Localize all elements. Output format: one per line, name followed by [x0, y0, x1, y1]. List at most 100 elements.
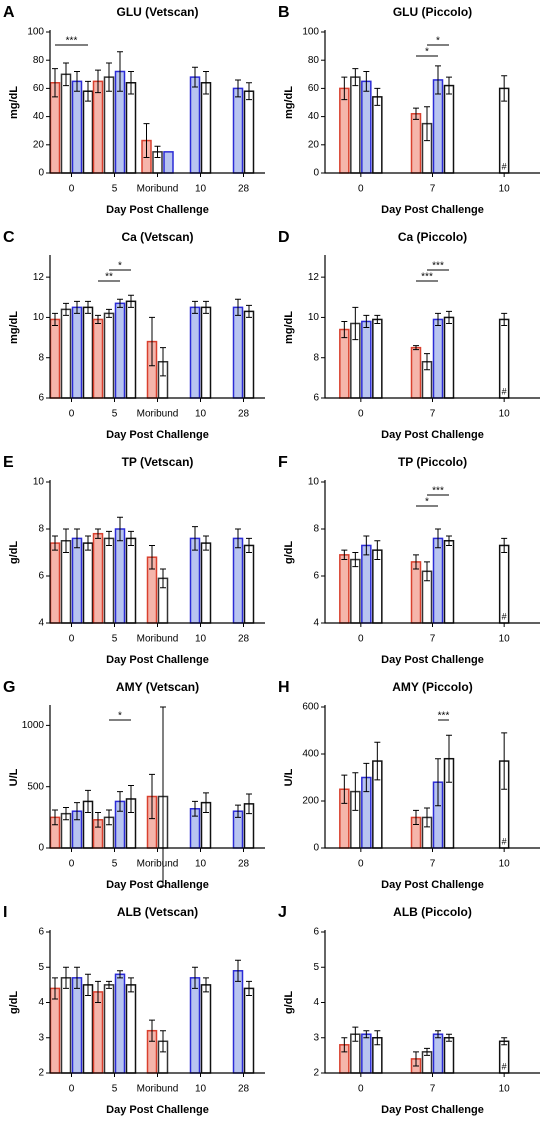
y-axis-label: g/dL [8, 541, 20, 564]
bar [200, 306, 212, 399]
axes [49, 255, 265, 399]
error-bar [413, 809, 419, 825]
note: # [502, 836, 507, 846]
error-bar [52, 809, 58, 826]
x-tick-label: 0 [358, 184, 364, 195]
error-bar [52, 312, 58, 326]
x-axis-label: Day Post Challenge [106, 1104, 209, 1116]
y-tick-label: 12 [308, 272, 320, 283]
error-bar [52, 68, 58, 98]
panel-title: GLU (Vetscan) [116, 5, 198, 19]
x-tick-label: Moribund [137, 409, 179, 420]
error-bar [192, 966, 198, 989]
error-bar [235, 959, 241, 982]
bar [232, 537, 244, 624]
x-tick-label: 5 [112, 634, 118, 645]
y-axis-label: mg/dL [283, 311, 295, 344]
panel-title: ALB (Vetscan) [117, 905, 198, 919]
x-tick-label: 0 [358, 859, 364, 870]
significance-label: *** [432, 486, 444, 497]
bar [71, 977, 83, 1074]
significance-label: * [436, 36, 440, 47]
y-axis-label: g/dL [283, 991, 295, 1014]
y-tick-label: 8 [38, 352, 44, 363]
error-bar [341, 320, 348, 339]
error-bar [95, 811, 101, 828]
error-bar [95, 980, 101, 1003]
bar [432, 1033, 444, 1074]
error-bar [85, 973, 91, 996]
y-tick-label: 10 [308, 477, 320, 488]
y-tick-label: 100 [302, 27, 319, 38]
x-tick-label: 28 [238, 634, 250, 645]
y-tick-label: 0 [38, 168, 44, 179]
bar [60, 308, 72, 399]
x-tick-label: 10 [499, 859, 511, 870]
error-bar [501, 537, 508, 553]
error-bar [63, 807, 69, 821]
bar [49, 318, 61, 399]
error-bar [246, 980, 252, 996]
error-bar [435, 528, 441, 549]
axes [49, 30, 265, 174]
axes [324, 480, 540, 624]
axes [49, 930, 265, 1074]
error-bar [85, 789, 91, 813]
bar [71, 537, 83, 624]
bar [243, 90, 255, 174]
y-tick-label: 0 [313, 168, 319, 179]
error-bar [192, 800, 198, 817]
error-bar [435, 758, 441, 807]
x-tick-label: 0 [69, 409, 75, 420]
panel-title: Ca (Vetscan) [121, 230, 193, 244]
bar [232, 87, 244, 174]
axes [49, 705, 265, 849]
error-bar [413, 107, 419, 120]
x-tick-label: 28 [238, 184, 250, 195]
bar [361, 544, 372, 624]
significance-label: *** [421, 272, 433, 283]
bar [49, 987, 61, 1074]
bar [443, 316, 455, 399]
bar [372, 318, 383, 399]
error-bar [117, 298, 123, 308]
y-axis-label: U/L [283, 768, 295, 786]
y-axis-label: g/dL [8, 991, 20, 1014]
error-bar [435, 1030, 441, 1039]
error-bar [341, 549, 348, 561]
error-bar [501, 75, 508, 102]
bar [432, 318, 444, 399]
x-tick-label: 28 [238, 409, 250, 420]
error-bar [63, 966, 69, 989]
error-bar [363, 70, 370, 92]
bar [361, 80, 372, 174]
error-bar [352, 772, 359, 811]
error-bar [501, 732, 508, 790]
error-bar [149, 544, 155, 570]
y-tick-label: 40 [308, 111, 320, 122]
bar [339, 554, 350, 624]
error-bar [160, 568, 166, 589]
error-bar [235, 804, 241, 818]
y-tick-label: 600 [302, 702, 319, 713]
significance-label: * [118, 711, 122, 722]
error-bar [203, 300, 209, 314]
bar [92, 318, 104, 399]
bar [60, 540, 72, 624]
bar [232, 970, 244, 1074]
panel-letter: H [278, 679, 290, 696]
x-tick-label: Moribund [137, 1084, 179, 1095]
y-axis-label: mg/dL [8, 311, 20, 344]
error-bar [446, 1033, 452, 1042]
bar [82, 306, 94, 399]
x-tick-label: 0 [358, 1084, 364, 1095]
error-bar [117, 791, 123, 812]
bar [125, 537, 137, 624]
significance-label: *** [438, 711, 450, 722]
error-bar [203, 535, 209, 551]
error-bar [192, 526, 198, 551]
bar [410, 346, 422, 399]
bar [410, 113, 422, 174]
y-tick-label: 8 [38, 524, 44, 535]
